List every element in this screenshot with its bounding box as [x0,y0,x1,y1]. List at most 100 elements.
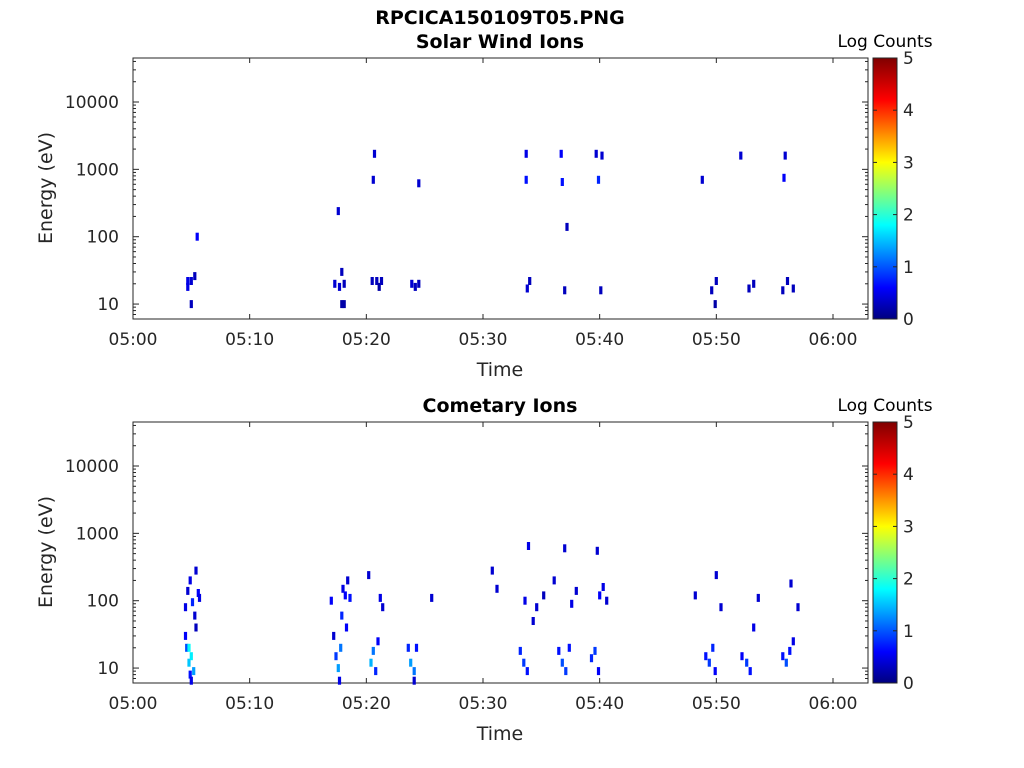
heatmap-cell [567,643,571,652]
heatmap-cell [535,603,539,612]
heatmap-cell [336,207,340,216]
heatmap-cell [756,593,760,602]
heatmap-cell [381,603,385,612]
heatmap-cell [747,284,751,293]
panel-title: Cometary Ions [423,395,578,417]
heatmap-cell [374,667,378,676]
heatmap-cell [194,623,198,632]
colorbar-label: Log Counts [837,396,932,416]
heatmap-cell [563,286,567,295]
heatmap-cell [783,151,787,160]
y-tick-label: 100 [87,228,119,248]
heatmap-cell [333,279,337,288]
heatmap-cells [186,149,795,309]
heatmap-cell [525,667,529,676]
heatmap-cell [713,667,717,676]
heatmap-cell [791,284,795,293]
heatmap-cell [372,149,377,158]
x-tick-label: 05:20 [342,330,391,350]
heatmap-cell [195,232,199,241]
heatmap-cells [183,542,800,685]
heatmap-cell [600,151,604,160]
colorbar-label: Log Counts [837,32,932,52]
x-tick-label: 05:50 [692,694,741,714]
heatmap-cell [525,284,529,293]
colorbar-tick-label: 3 [903,517,914,537]
heatmap-cell [406,643,410,652]
heatmap-cell [560,178,564,186]
heatmap-cell [371,175,375,184]
heatmap-cell [186,282,190,291]
heatmap-cell [342,279,346,288]
heatmap-cell [188,576,192,585]
heatmap-cell [370,277,374,285]
heatmap-cell [413,282,417,291]
heatmap-cell [495,584,499,593]
heatmap-cell [707,658,711,667]
heatmap-cell [560,658,564,667]
heatmap-cell [193,611,197,620]
axes: 05:00 05:10 05:20 05:30 05:40 05:50 06:00 10 100… [65,58,868,350]
heatmap-cell [524,149,528,158]
figure-title: RPCICA150109T05.PNG [375,7,625,29]
heatmap-cell [377,282,381,291]
heatmap-cell [601,583,605,591]
heatmap-cell [752,623,756,632]
heatmap-cell [785,277,790,285]
heatmap-cell [700,175,704,184]
heatmap-cell [752,279,756,288]
heatmap-cell [341,584,345,593]
heatmap-cell [336,664,340,673]
colorbar-tick-label: 0 [903,674,914,694]
heatmap-cell [346,576,350,585]
heatmap-cell [344,623,349,632]
plot-area [132,421,869,684]
x-tick-label: 05:00 [109,330,158,350]
heatmap-cell [332,631,336,640]
colorbar-tick-label: 1 [903,258,914,278]
heatmap-cell [542,591,546,600]
heatmap-cell [343,591,347,600]
heatmap-cell [409,658,413,667]
heatmap-cell [189,277,193,285]
heatmap-cell [189,300,193,309]
y-tick-label: 10000 [65,93,119,113]
x-tick-label: 05:10 [225,330,274,350]
heatmap-cell [559,149,563,158]
heatmap-cell [183,631,188,640]
y-axis-label: Energy (eV) [35,496,57,608]
y-tick-label: 10000 [65,457,119,477]
x-tick-label: 06:00 [809,694,858,714]
heatmap-cell [796,603,800,612]
heatmap-cell [187,643,191,652]
y-axis-label: Energy (eV) [35,132,57,244]
heatmap-cell [188,670,192,679]
heatmap-cell [605,596,609,605]
colorbar-tick-label: 1 [903,622,914,642]
heatmap-cell [595,546,599,555]
heatmap-cell [598,591,602,600]
heatmap-cell [375,277,379,285]
heatmap-cell [430,593,434,602]
heatmap-cell [185,643,189,652]
heatmap-cell [528,277,532,285]
heatmap-cell [740,652,744,661]
x-tick-label: 05:00 [109,694,158,714]
heatmap-cell [711,643,715,652]
heatmap-cell [190,598,195,607]
heatmap-cell [337,282,342,291]
heatmap-cell [367,571,371,580]
colorbar-ticks: 0 1 2 3 4 5 [873,49,914,330]
heatmap-cell [410,279,414,288]
heatmap-cell [526,542,531,550]
heatmap-cell [524,175,528,184]
heatmap-cell [412,667,416,676]
heatmap-cell [791,637,795,646]
heatmap-cell [594,149,598,158]
colorbar-tick-label: 4 [903,101,914,121]
heatmap-cell [378,593,382,602]
heatmap-cell [599,286,603,295]
heatmap-cell [557,646,561,655]
heatmap-cell [593,646,597,655]
heatmap-cell [748,667,752,676]
